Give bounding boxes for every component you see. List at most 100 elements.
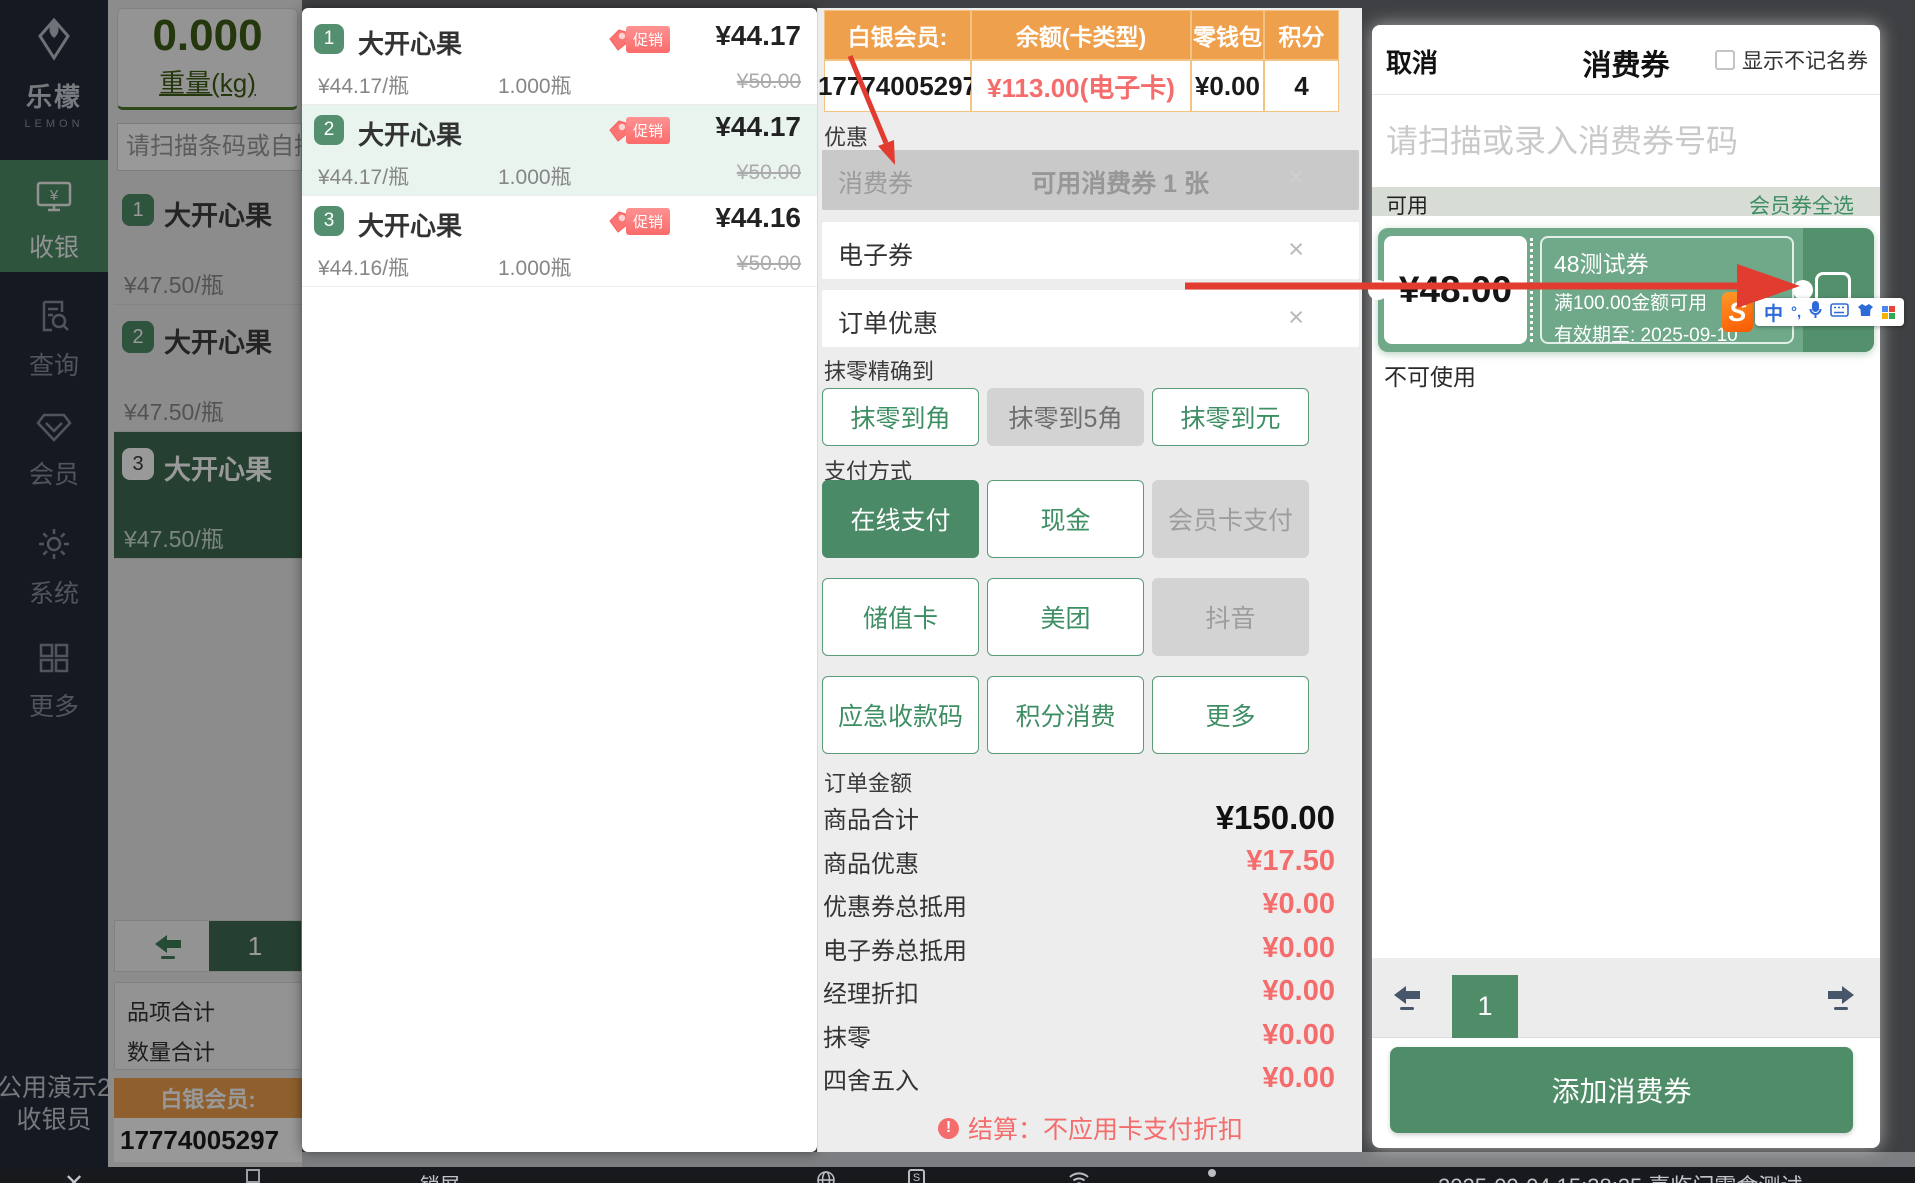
item-name: 大开心果: [164, 201, 272, 231]
close-icon[interactable]: ✕: [64, 1169, 84, 1183]
pay-cash-button[interactable]: 现金: [987, 480, 1144, 558]
pay-stored-card-button[interactable]: 储值卡: [822, 578, 979, 656]
window-icon[interactable]: [246, 1169, 260, 1183]
cart-row-selected[interactable]: 2 大开心果 促销 ¥44.17 ¥44.17/瓶 1.000瓶 ¥50.00: [302, 105, 817, 196]
voucher-amount: ¥48.00: [1384, 236, 1527, 344]
cancel-button[interactable]: 取消: [1386, 48, 1439, 78]
amount-label: 商品优惠: [823, 850, 919, 878]
coupon-search-input[interactable]: [1372, 96, 1880, 187]
globe-icon[interactable]: [816, 1170, 836, 1183]
item-index-chip: 3: [122, 448, 154, 480]
discount-row-label: 消费券: [838, 170, 914, 198]
microphone-icon[interactable]: [1809, 300, 1822, 324]
add-coupon-button[interactable]: 添加消费券: [1390, 1047, 1853, 1133]
page-next-icon[interactable]: [1824, 984, 1856, 1017]
barcode-scan-input[interactable]: [117, 123, 302, 171]
pay-member-card-button[interactable]: 会员卡支付: [1152, 480, 1309, 558]
pay-points-button[interactable]: 积分消费: [987, 676, 1144, 754]
round-to-jiao-button[interactable]: 抹零到角: [822, 388, 979, 446]
close-icon[interactable]: ×: [1288, 162, 1304, 192]
input-method-icon[interactable]: S: [908, 1169, 925, 1183]
round-to-yuan-button[interactable]: 抹零到元: [1152, 388, 1309, 446]
ime-lang-toggle[interactable]: 中: [1764, 303, 1784, 325]
pay-more-button[interactable]: 更多: [1152, 676, 1309, 754]
ime-menu-grid-icon[interactable]: [1882, 305, 1896, 319]
weight-value: 0.000: [152, 11, 263, 60]
rounding-buttons: 抹零到角 抹零到5角 抹零到元: [822, 388, 1309, 446]
close-icon[interactable]: ×: [1288, 234, 1304, 264]
voucher-name: 48测试券: [1554, 251, 1649, 277]
discount-row-order[interactable]: 订单优惠 ×: [822, 290, 1359, 347]
row-index-chip: 1: [314, 24, 344, 54]
member-table-header: 零钱包: [1191, 10, 1264, 60]
row-unit-price: ¥44.17/瓶: [318, 75, 410, 98]
voucher-divider: [1530, 238, 1533, 342]
keyboard-icon[interactable]: [1830, 302, 1849, 322]
sidebar-item-more[interactable]: 更多: [0, 633, 108, 721]
dim-overlay: [0, 0, 302, 1167]
sidebar-item-system[interactable]: 系统: [0, 520, 108, 608]
weight-unit-label: 重量(kg): [159, 68, 256, 98]
promo-badge: 促销: [606, 208, 671, 235]
member-level-header: 白银会员:: [114, 1078, 302, 1118]
page-prev-icon[interactable]: [153, 933, 185, 966]
taskbar: ✕ 锁屏 S 2025-09-04 15:38:35 喜临门零食测试: [0, 1167, 1915, 1183]
member-info-table: 白银会员: 余额(卡类型) 零钱包 积分 17774005297 ¥113.00…: [818, 10, 1339, 112]
page-number[interactable]: 1: [209, 921, 301, 971]
sogou-logo-icon[interactable]: S: [1722, 292, 1753, 332]
app-subtitle: LEMON: [24, 118, 84, 130]
skin-icon[interactable]: [1857, 303, 1874, 322]
list-item[interactable]: 1 大开心果 ¥47.50/瓶: [114, 178, 302, 305]
amount-row: 抹零 ¥0.00: [823, 1014, 1335, 1058]
operator-role: 收银员: [16, 1106, 92, 1134]
close-icon[interactable]: ×: [1288, 302, 1304, 332]
show-anonymous-toggle[interactable]: 显示不记名券: [1715, 45, 1868, 75]
settlement-notice: 结算：不应用卡支付折扣: [818, 1110, 1363, 1146]
page-prev-icon[interactable]: [1392, 984, 1424, 1017]
amount-row: 四舍五入 ¥0.00: [823, 1057, 1335, 1101]
product-name: 大开心果: [358, 120, 463, 150]
amount-value: ¥0.00: [1262, 1018, 1335, 1051]
coupon-dialog: 取消 消费券 显示不记名券 可用 会员券全选 ¥48.00 48测试券 满100…: [1368, 25, 1880, 1148]
page-number[interactable]: 1: [1452, 975, 1518, 1038]
pay-emergency-qr-button[interactable]: 应急收款码: [822, 676, 979, 754]
list-item-selected[interactable]: 3 大开心果 ¥47.50/瓶: [114, 432, 302, 559]
mic-dot-icon[interactable]: [1208, 1169, 1216, 1177]
notice-text: 结算：不应用卡支付折扣: [967, 1116, 1243, 1144]
taskbar-clock: 2025-09-04 15:38:35 喜临门零食测试: [1438, 1169, 1802, 1183]
alert-icon: [937, 1117, 959, 1139]
base-list-pager: 1: [114, 920, 302, 972]
pay-douyin-button[interactable]: 抖音: [1152, 578, 1309, 656]
discount-row-evoucher[interactable]: 电子券 ×: [822, 222, 1359, 279]
voucher-card[interactable]: ¥48.00 48测试券 满100.00金额可用 有效期至: 2025-09-1…: [1368, 228, 1874, 352]
round-to-5jiao-button[interactable]: 抹零到5角: [987, 388, 1144, 446]
amount-row: 电子券总抵用 ¥0.00: [823, 927, 1335, 971]
checkbox-icon[interactable]: [1715, 50, 1735, 70]
item-index-chip: 1: [122, 194, 154, 226]
wifi-icon[interactable]: [1068, 1171, 1090, 1183]
row-quantity: 1.000瓶: [498, 166, 572, 189]
amount-row: 商品合计 ¥150.00: [823, 796, 1335, 840]
cart-row[interactable]: 3 大开心果 促销 ¥44.16 ¥44.16/瓶 1.000瓶 ¥50.00: [302, 196, 817, 287]
amount-value: ¥0.00: [1262, 1062, 1335, 1095]
cart-row[interactable]: 1 大开心果 促销 ¥44.17 ¥44.17/瓶 1.000瓶 ¥50.00: [302, 14, 817, 105]
sidebar-item-cashier[interactable]: ¥ 收银: [0, 160, 108, 272]
backdrop-strip: [302, 1152, 1915, 1167]
lock-screen-button[interactable]: 锁屏: [420, 1169, 460, 1183]
item-name: 大开心果: [164, 328, 272, 358]
dialog-title: 消费券: [1582, 50, 1670, 82]
pay-meituan-button[interactable]: 美团: [987, 578, 1144, 656]
pay-online-button[interactable]: 在线支付: [822, 480, 979, 558]
row-index-chip: 2: [314, 115, 344, 145]
sidebar-item-member[interactable]: 会员: [0, 405, 108, 493]
payment-section-label: 支付方式: [824, 459, 913, 484]
product-name: 大开心果: [358, 211, 463, 241]
sidebar-item-label: 收银: [28, 234, 79, 262]
sidebar-item-query[interactable]: 查询: [0, 292, 108, 380]
amount-label: 商品合计: [823, 807, 919, 835]
product-name: 大开心果: [358, 29, 463, 59]
select-all-member-coupons-link[interactable]: 会员券全选: [1749, 195, 1854, 218]
row-original-price: ¥50.00: [736, 252, 801, 275]
list-item[interactable]: 2 大开心果 ¥47.50/瓶: [114, 305, 302, 432]
ime-punct-toggle[interactable]: °,: [1791, 303, 1802, 321]
